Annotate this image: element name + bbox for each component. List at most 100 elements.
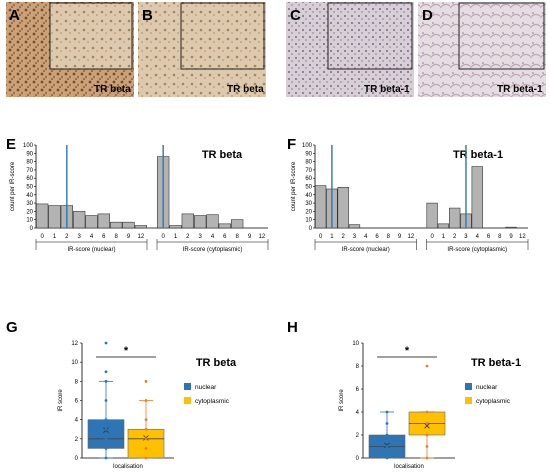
bar: [426, 202, 438, 229]
box: [87, 419, 125, 449]
y-tick-label: 8: [75, 379, 79, 385]
bar: [85, 215, 98, 229]
box: [127, 428, 165, 459]
bar: [48, 205, 61, 229]
panel-letter: A: [9, 7, 20, 24]
data-point: [104, 370, 108, 374]
y-tick-label: 10: [352, 341, 359, 347]
x-axis-label: IR-score (cytoplasmic): [447, 247, 507, 253]
y-tick-label: 4: [75, 418, 79, 424]
data-point: [385, 422, 389, 425]
y-tick-label: 0: [309, 226, 313, 232]
y-tick-label: 50: [305, 185, 312, 191]
panel-letter-g: G: [6, 319, 18, 336]
y-tick-label: 0: [75, 456, 79, 462]
chart-title: TR beta: [202, 149, 243, 161]
data-point: [104, 427, 108, 431]
x-tick-label: 9: [509, 234, 513, 240]
y-tick-label: 100: [23, 143, 34, 149]
bar: [218, 223, 231, 229]
bar: [110, 221, 123, 229]
y-tick-label: 2: [356, 433, 360, 439]
x-tick-label: 3: [353, 234, 357, 240]
y-tick-label: 20: [305, 209, 312, 215]
x-tick-label: 6: [487, 234, 491, 240]
data-point: [425, 433, 429, 437]
legend-swatch: [184, 383, 191, 390]
y-tick-label: 10: [71, 360, 78, 366]
x-tick-label: 8: [235, 234, 239, 240]
x-tick-label: 12: [519, 234, 526, 240]
data-point: [104, 437, 108, 441]
x-tick-label: 6: [375, 234, 379, 240]
y-tick-label: 6: [75, 399, 79, 405]
data-point: [425, 364, 429, 368]
y-axis-label: IR score: [58, 389, 64, 412]
legend-label: cytoplasmic: [195, 398, 230, 405]
magnified-inset: [49, 2, 133, 70]
y-tick-label: 70: [305, 168, 312, 174]
mean-marker: [424, 423, 430, 429]
data-point: [144, 418, 148, 422]
x-tick-label: 0: [430, 234, 434, 240]
y-tick-label: 90: [305, 151, 312, 157]
data-point: [144, 456, 148, 460]
bar: [337, 187, 349, 229]
legend-swatch: [184, 397, 191, 404]
y-tick-label: 0: [356, 456, 360, 462]
x-tick-label: 9: [398, 234, 402, 240]
panel-caption: TR beta: [94, 84, 131, 95]
chart-title: TR beta: [196, 357, 237, 369]
data-point: [385, 433, 389, 437]
bar: [314, 185, 327, 229]
panel-letter: C: [290, 7, 301, 24]
x-axis-label: localisation: [113, 464, 143, 470]
panel-letter: D: [422, 7, 433, 24]
y-tick-label: 10: [26, 218, 33, 224]
y-tick-label: 6: [356, 387, 360, 393]
panel-b-micrograph: B TR beta: [138, 2, 266, 97]
x-tick-label: 0: [161, 234, 165, 240]
x-tick-label: 4: [90, 234, 94, 240]
x-tick-label: 1: [330, 234, 334, 240]
x-axis-label: localisation: [394, 464, 424, 470]
panel-caption: TR beta-1: [497, 84, 543, 95]
x-tick-label: 9: [127, 234, 131, 240]
legend-label: nuclear: [476, 384, 498, 391]
x-tick-label: 1: [53, 234, 57, 240]
panel-c-micrograph: C TR beta-1: [286, 2, 414, 97]
legend-label: cytoplasmic: [476, 398, 511, 405]
significance-star: *: [405, 345, 410, 357]
boxplot-chart-tr-beta-1: 0 2 4 6 8 10 TR beta-1 IR score localisation * nuc…: [339, 341, 521, 470]
y-tick-label: 0: [30, 226, 34, 232]
x-tick-label: 9: [248, 234, 252, 240]
magnified-inset: [458, 2, 545, 70]
bar: [122, 221, 135, 229]
y-tick-label: 80: [26, 160, 33, 166]
data-point: [104, 447, 108, 450]
bar: [348, 224, 361, 229]
data-point: [144, 437, 148, 441]
x-tick-label: 12: [137, 234, 144, 240]
x-tick-label: 4: [211, 234, 215, 240]
x-tick-label: 1: [442, 234, 446, 240]
bar: [73, 211, 86, 229]
x-tick-label: 0: [40, 234, 44, 240]
data-point: [144, 447, 148, 450]
data-point: [104, 418, 108, 422]
y-tick-label: 20: [26, 209, 33, 215]
data-point: [104, 399, 108, 402]
chart-title: TR beta-1: [471, 357, 521, 369]
x-tick-label: 3: [198, 234, 202, 240]
bar: [449, 207, 461, 229]
data-point: [104, 379, 108, 383]
bar: [181, 213, 194, 229]
x-tick-label: 3: [77, 234, 81, 240]
bar: [36, 203, 49, 229]
x-tick-label: 12: [258, 234, 265, 240]
x-axis-label: IR-score (nuclear): [342, 247, 390, 253]
data-point: [385, 410, 389, 414]
y-tick-label: 40: [305, 193, 312, 199]
bar: [134, 225, 147, 229]
